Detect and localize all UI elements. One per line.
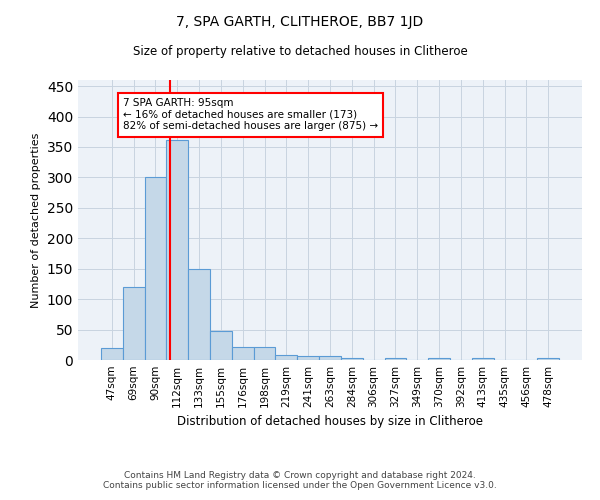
Text: Size of property relative to detached houses in Clitheroe: Size of property relative to detached ho…	[133, 45, 467, 58]
Bar	[166, 140, 188, 360]
Bar	[101, 348, 123, 360]
Bar	[297, 356, 319, 360]
Bar	[188, 268, 210, 360]
Bar	[385, 358, 406, 360]
Y-axis label: Number of detached properties: Number of detached properties	[31, 132, 41, 308]
Text: 7, SPA GARTH, CLITHEROE, BB7 1JD: 7, SPA GARTH, CLITHEROE, BB7 1JD	[176, 15, 424, 29]
Bar	[428, 358, 450, 360]
Bar	[341, 358, 363, 360]
Bar	[254, 346, 275, 360]
Bar	[275, 355, 297, 360]
Bar	[123, 287, 145, 360]
Bar	[319, 356, 341, 360]
Bar	[210, 332, 232, 360]
Bar	[232, 346, 254, 360]
Text: Contains HM Land Registry data © Crown copyright and database right 2024.
Contai: Contains HM Land Registry data © Crown c…	[103, 470, 497, 490]
Bar	[145, 178, 166, 360]
Text: 7 SPA GARTH: 95sqm
← 16% of detached houses are smaller (173)
82% of semi-detach: 7 SPA GARTH: 95sqm ← 16% of detached hou…	[123, 98, 378, 132]
Bar	[472, 358, 494, 360]
Bar	[537, 358, 559, 360]
X-axis label: Distribution of detached houses by size in Clitheroe: Distribution of detached houses by size …	[177, 416, 483, 428]
